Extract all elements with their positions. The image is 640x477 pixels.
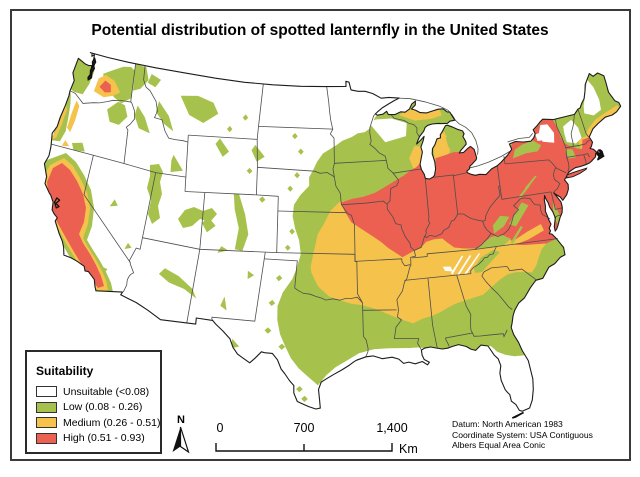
svg-text:700: 700: [294, 421, 315, 435]
svg-text:1,400: 1,400: [376, 421, 407, 435]
svg-text:Km: Km: [399, 442, 418, 456]
svg-text:N: N: [177, 414, 185, 426]
svg-text:0: 0: [217, 421, 224, 435]
